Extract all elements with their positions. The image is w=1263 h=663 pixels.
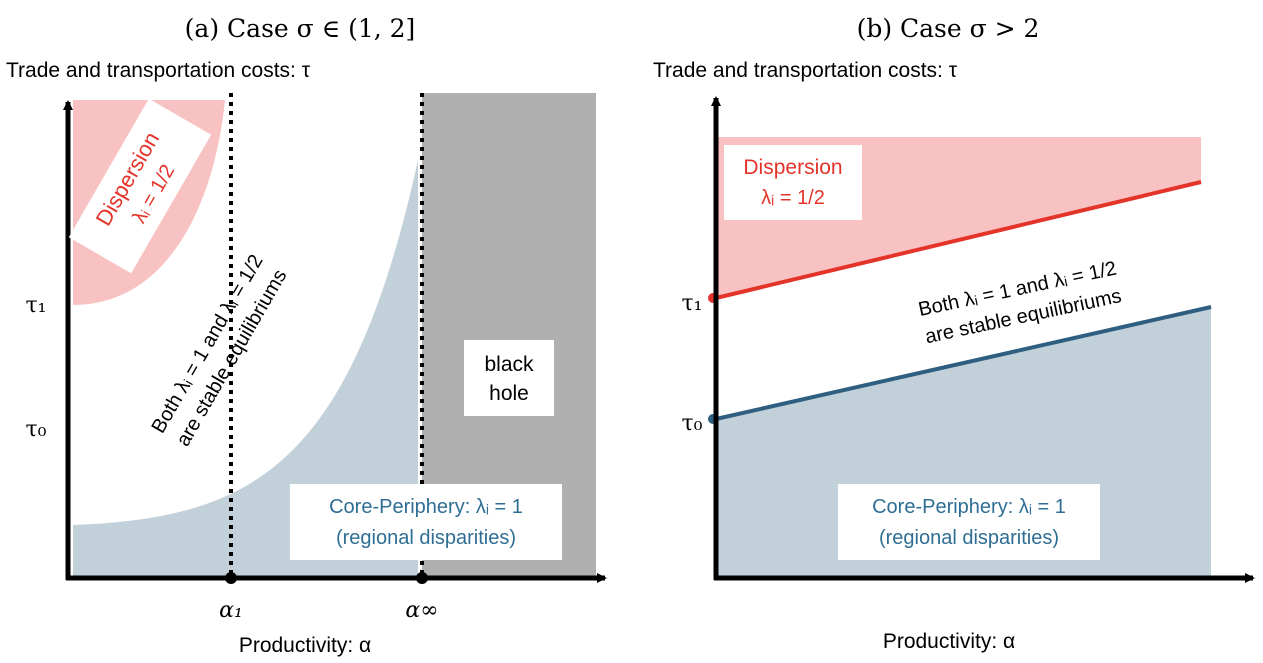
panel-a-tick-alpha-inf: α∞ bbox=[405, 598, 438, 623]
panel-a-tick-tau0: τ₀ bbox=[26, 417, 47, 442]
panel-a-core-line1: Core-Periphery: λᵢ = 1 bbox=[329, 496, 523, 518]
panel-b-core-line1: Core-Periphery: λᵢ = 1 bbox=[872, 496, 1066, 518]
panel-a-caption: (a) Case σ ∈ (1, 2] bbox=[185, 14, 416, 43]
panel-a-core-label-box bbox=[290, 484, 562, 560]
panel-b: (b) Case σ > 2 Trade and transportation … bbox=[653, 14, 1255, 653]
panel-a-tick-alpha1: α₁ bbox=[219, 598, 243, 623]
panel-a-dispersion-label-box bbox=[68, 98, 212, 274]
panel-a-black-hole-line2: hole bbox=[489, 382, 529, 405]
panel-b-dispersion-boundary bbox=[715, 180, 1202, 300]
panel-b-core-line2: (regional disparities) bbox=[879, 527, 1059, 549]
panel-b-tick-tau1: τ₁ bbox=[682, 291, 703, 316]
panel-b-dispersion-label-box bbox=[724, 145, 862, 220]
panel-a-core-line2: (regional disparities) bbox=[336, 527, 516, 549]
panel-b-x-axis-title: Productivity: α bbox=[883, 630, 1015, 653]
panel-b-tick-tau0: τ₀ bbox=[682, 411, 703, 436]
panel-a-y-axis-title: Trade and transportation costs: τ bbox=[6, 59, 311, 82]
panel-b-dispersion-text: Dispersion bbox=[743, 156, 842, 179]
panel-b-y-axis-title: Trade and transportation costs: τ bbox=[653, 59, 958, 82]
panel-b-core-label-box bbox=[838, 484, 1100, 560]
panel-b-core-boundary bbox=[715, 305, 1212, 421]
panel-b-caption: (b) Case σ > 2 bbox=[857, 14, 1040, 43]
panel-a-both-label: Both λᵢ = 1 and λᵢ = 1/2 are stable equi… bbox=[148, 251, 292, 450]
panel-b-dispersion-value: λᵢ = 1/2 bbox=[761, 187, 825, 209]
panel-a-black-hole-box bbox=[464, 340, 554, 416]
panel-a-x-axis-title: Productivity: α bbox=[239, 634, 371, 657]
panel-a-tick-tau1: τ₁ bbox=[26, 293, 47, 318]
panel-a-alpha-inf-dot bbox=[416, 572, 428, 584]
panel-a-core-periphery-region bbox=[73, 160, 418, 578]
panel-a: (a) Case σ ∈ (1, 2] Trade and transporta… bbox=[6, 14, 607, 657]
panel-a-black-hole-line1: black bbox=[484, 353, 534, 376]
panel-a-alpha1-dot bbox=[225, 572, 237, 584]
